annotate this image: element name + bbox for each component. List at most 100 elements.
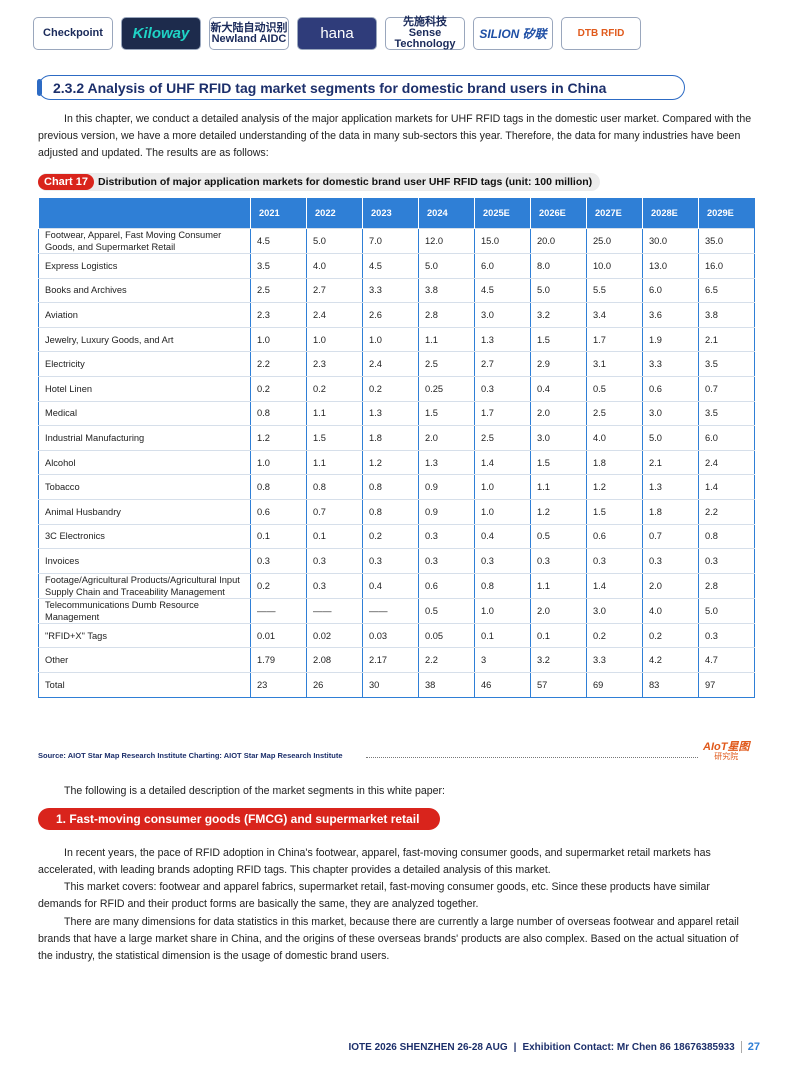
table-cell: 3.3 (362, 277, 419, 304)
table-cell: 0.3 (530, 548, 587, 574)
table-cell: 1.5 (586, 498, 643, 525)
table-cell: 2.0 (642, 572, 699, 599)
table-cell: Jewelry, Luxury Goods, and Art (38, 326, 251, 353)
table-cell: 0.3 (642, 548, 699, 574)
table-cell: 12.0 (418, 228, 475, 254)
table-cell: 97 (698, 671, 755, 698)
table-cell: 0.7 (642, 523, 699, 550)
table-row: Other 1.79 2.08 2.17 2.2 3 3.2 3.3 4.2 4.7 (38, 647, 755, 673)
table-cell: Alcohol (38, 449, 251, 476)
table-cell: 3.5 (698, 400, 755, 427)
table-row: Invoices 0.3 0.3 0.3 0.3 0.3 0.3 0.3 0.3 0.3 (38, 548, 755, 574)
table-cell: 1.0 (474, 498, 531, 525)
table-cell: 1.0 (306, 326, 363, 353)
table-cell: 8.0 (530, 253, 587, 279)
table-cell: Footage/Agricultural Products/Agricultur… (38, 572, 251, 599)
table-cell: 3.8 (418, 277, 475, 304)
table-cell: 1.2 (586, 474, 643, 500)
table-cell: 2.0 (530, 400, 587, 427)
table-cell: 20.0 (530, 228, 587, 254)
table-cell: 0.3 (698, 548, 755, 574)
table-cell: 1.8 (586, 449, 643, 476)
table-cell: 38 (418, 671, 475, 698)
table-cell: 3.2 (530, 302, 587, 328)
table-cell: Medical (38, 400, 251, 427)
table-cell: 83 (642, 671, 699, 698)
table-cell: 3.8 (698, 302, 755, 328)
table-cell: 1.9 (642, 326, 699, 353)
logo: Checkpoint (33, 17, 113, 50)
table-cell: 1.3 (418, 449, 475, 476)
table-cell: 1.4 (698, 474, 755, 500)
table-cell: 0.3 (586, 548, 643, 574)
table-cell: 2.4 (306, 302, 363, 328)
table-cell: 1.5 (306, 425, 363, 451)
table-cell: 6.5 (698, 277, 755, 304)
table-cell: 0.02 (306, 622, 363, 649)
table-cell: 4.5 (250, 228, 307, 254)
table-row: 3C Electronics 0.1 0.1 0.2 0.3 0.4 0.5 0.6 0.7 0.… (38, 523, 755, 550)
table-cell: 3.6 (642, 302, 699, 328)
table-cell: Other (38, 647, 251, 673)
logo: 新大陆自动识别 Newland AIDC (209, 17, 289, 50)
table-cell: 0.3 (474, 375, 531, 402)
table-cell: Express Logistics (38, 253, 251, 279)
table-row: Books and Archives 2.5 2.7 3.3 3.8 4.5 5.0 5.5 6… (38, 277, 755, 304)
table-cell: 0.8 (306, 474, 363, 500)
table-row: Telecommunications Dumb Resource Managem… (38, 597, 755, 624)
table-cell: 0.9 (418, 474, 475, 500)
table-cell: 0.4 (530, 375, 587, 402)
header-cell: 2024 (418, 198, 475, 229)
table-cell: 1.2 (362, 449, 419, 476)
table-cell: Tobacco (38, 474, 251, 500)
table-cell: 26 (306, 671, 363, 698)
table-cell: 1.3 (642, 474, 699, 500)
table-cell: 0.8 (250, 400, 307, 427)
table-cell: Books and Archives (38, 277, 251, 304)
table-cell: 2.2 (250, 351, 307, 377)
table-row: Footage/Agricultural Products/Agricultur… (38, 572, 755, 599)
table-cell: 5.0 (642, 425, 699, 451)
footer-contact: Exhibition Contact: Mr Chen 86 186763859… (522, 1041, 735, 1053)
header-cell: 2028E (642, 198, 699, 229)
table-cell: 0.8 (698, 523, 755, 550)
table-cell: 3.1 (586, 351, 643, 377)
subsection-title: 1. Fast-moving consumer goods (FMCG) and… (38, 808, 440, 830)
table-cell: —— (306, 597, 363, 624)
source: Source: AIOT Star Map Research Institute… (38, 751, 343, 760)
table-cell: 2.5 (586, 400, 643, 427)
header-cell: 2025E (474, 198, 531, 229)
table-cell: 0.5 (586, 375, 643, 402)
table-cell: "RFID+X" Tags (38, 622, 251, 649)
table-cell: 7.0 (362, 228, 419, 254)
table-cell: 6.0 (642, 277, 699, 304)
table-cell: 3.0 (474, 302, 531, 328)
table-cell: 5.0 (698, 597, 755, 624)
table-cell: Aviation (38, 302, 251, 328)
table-cell: 0.9 (418, 498, 475, 525)
table-cell: 4.0 (642, 597, 699, 624)
table-cell: 0.8 (250, 474, 307, 500)
table-cell: 2.4 (698, 449, 755, 476)
paragraph: This market covers: footwear and apparel… (38, 881, 710, 910)
table-cell: 16.0 (698, 253, 755, 279)
chart-label: Chart 17 (38, 174, 95, 190)
table-cell: 0.3 (306, 572, 363, 599)
table-cell: 5.0 (418, 253, 475, 279)
table-cell: 1.0 (250, 449, 307, 476)
table-row: Footwear, Apparel, Fast Moving Consumer … (38, 228, 755, 254)
table-cell: 0.2 (250, 572, 307, 599)
table-cell: 2.17 (362, 647, 419, 673)
footer-event: IOTE 2026 SHENZHEN 26-28 AUG (348, 1041, 508, 1053)
table-row: Alcohol 1.0 1.1 1.2 1.3 1.4 1.5 1.8 2.1 2.4 (38, 449, 755, 476)
header-cell: 2021 (250, 198, 307, 229)
table-cell: 15.0 (474, 228, 531, 254)
table-cell: Invoices (38, 548, 251, 574)
table-cell: 2.5 (418, 351, 475, 377)
table-cell: 1.5 (530, 449, 587, 476)
table-cell: 10.0 (586, 253, 643, 279)
table-cell: 0.3 (418, 523, 475, 550)
table-cell: 6.0 (474, 253, 531, 279)
logo: Kiloway (121, 17, 201, 50)
table-cell: 2.7 (474, 351, 531, 377)
